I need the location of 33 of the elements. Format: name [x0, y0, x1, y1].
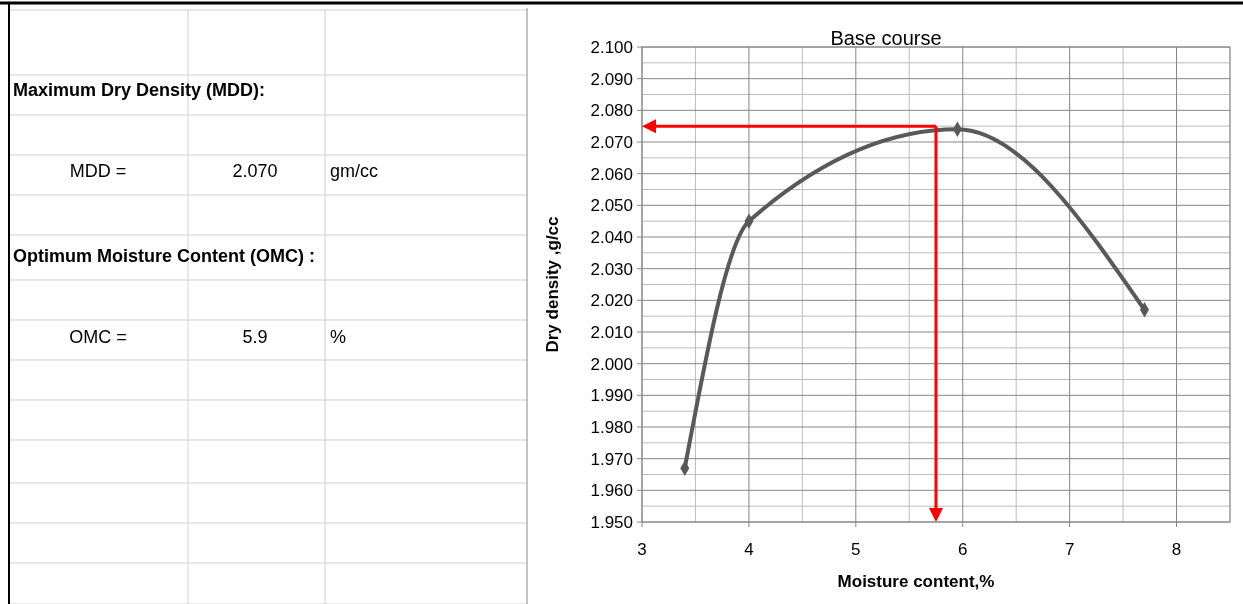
y-tick-label: 2.020: [590, 291, 633, 311]
x-tick-label: 3: [637, 540, 647, 559]
y-tick-label: 2.060: [590, 164, 633, 184]
y-tick-label: 2.050: [590, 196, 633, 216]
y-axis-title: Dry density ,g/cc: [543, 216, 562, 353]
chart-title: Base course: [830, 27, 942, 49]
y-tick-label: 2.000: [590, 354, 633, 374]
text: OMC =: [69, 327, 127, 347]
y-tick-label: 1.980: [590, 417, 633, 437]
y-tick-label: 2.100: [590, 37, 633, 57]
x-tick-label: 6: [957, 540, 968, 559]
x-tick-label: 8: [1171, 540, 1182, 559]
y-tick-label: 1.950: [590, 512, 633, 532]
x-tick-label: 7: [1064, 540, 1075, 559]
text: 2.070: [232, 161, 278, 181]
y-tick-label: 2.010: [590, 322, 633, 342]
y-tick-label: 2.080: [590, 101, 633, 121]
text: Maximum Dry Density (MDD):: [13, 80, 266, 100]
y-tick-label: 2.040: [590, 227, 633, 247]
x-tick-label: 4: [744, 540, 754, 559]
text: 5.9: [242, 327, 268, 347]
text: gm/cc: [330, 161, 379, 181]
x-tick-label: 5: [851, 540, 861, 559]
y-tick-label: 2.030: [590, 259, 633, 279]
y-tick-label: 2.090: [590, 69, 633, 89]
y-tick-label: 1.990: [590, 386, 633, 406]
y-tick-label: 1.960: [590, 481, 633, 501]
text: Optimum Moisture Content (OMC) :: [13, 246, 315, 266]
y-tick-label: 1.970: [590, 449, 633, 469]
text: %: [330, 327, 347, 347]
text: MDD =: [69, 161, 127, 181]
x-axis-title: Moisture content,%: [837, 572, 995, 591]
y-tick-label: 2.070: [590, 132, 633, 152]
